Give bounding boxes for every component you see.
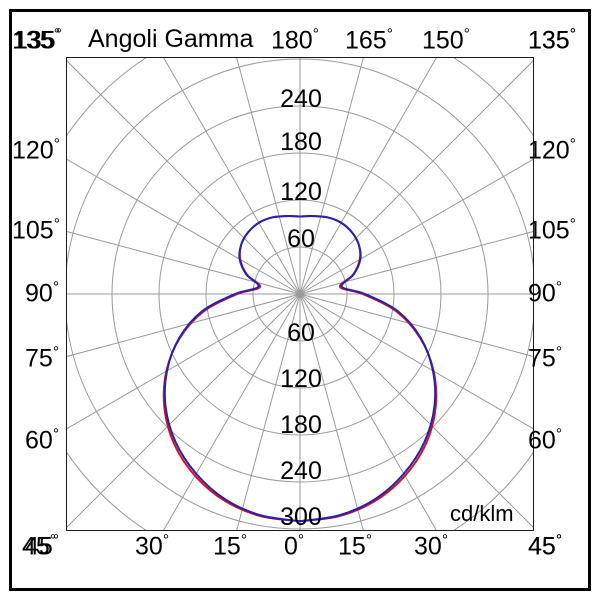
grid-spoke-195 <box>236 58 301 295</box>
axis-tick-left-5: 60° <box>25 426 60 455</box>
radial-tick-label-3: 60 <box>287 225 315 253</box>
axis-tick-left-2: 105° <box>12 216 60 245</box>
axis-tick-right-0: 135° <box>528 26 576 55</box>
axis-tick-top-2: 165° <box>345 26 393 55</box>
outer-border <box>9 9 591 591</box>
grid-spoke-75 <box>299 293 533 357</box>
axis-tick-bottom-0: 45° <box>22 532 57 561</box>
grid-spoke-210 <box>163 58 301 295</box>
grid-spoke-30 <box>299 293 437 530</box>
axis-tick-left-3: 90° <box>25 279 60 308</box>
axis-tick-top-3: 150° <box>422 26 470 55</box>
axis-tick-left-6: 45° <box>25 532 60 561</box>
intensity-curves <box>162 215 438 523</box>
axis-tick-left-4: 75° <box>25 344 60 373</box>
axis-tick-left-1: 120° <box>12 136 60 165</box>
radial-tick-label-1: 180 <box>280 128 322 156</box>
axis-tick-top-4: 135° <box>528 26 576 55</box>
axis-tick-bottom-5: 30° <box>414 532 449 561</box>
polar-grid-and-curves <box>67 58 533 530</box>
grid-spoke-105 <box>299 231 533 295</box>
radial-tick-label-6: 180 <box>280 411 322 439</box>
axis-tick-right-1: 120° <box>528 136 576 165</box>
axis-tick-right-3: 90° <box>528 279 563 308</box>
axis-tick-right-6: 45° <box>528 532 563 561</box>
grid-spoke-300 <box>67 293 301 430</box>
grid-spoke-60 <box>299 293 533 430</box>
radial-tick-label-2: 120 <box>280 178 322 206</box>
axis-tick-bottom-3: 0° <box>284 532 305 561</box>
curve-C90-C270-left <box>163 215 301 523</box>
axis-tick-bottom-1: 30° <box>135 532 170 561</box>
radial-tick-label-5: 120 <box>280 365 322 393</box>
radial-tick-label-4: 60 <box>287 319 315 347</box>
plot-area <box>66 57 534 531</box>
axis-tick-bottom-4: 15° <box>338 532 373 561</box>
grid-spoke-330 <box>163 293 301 530</box>
grid-spoke-315 <box>67 293 301 528</box>
polar-gridlines <box>67 58 533 530</box>
grid-spoke-345 <box>236 293 301 530</box>
grid-spoke-255 <box>67 231 301 295</box>
axis-tick-right-5: 60° <box>528 426 563 455</box>
grid-spoke-150 <box>299 58 437 295</box>
grid-spoke-45 <box>299 293 533 528</box>
radial-tick-label-0: 240 <box>280 85 322 113</box>
axis-tick-left-0: 135° <box>12 26 60 55</box>
axis-tick-bottom-6: 45° <box>528 532 563 561</box>
unit-label: cd/klm <box>450 501 514 526</box>
axis-tick-right-2: 105° <box>528 216 576 245</box>
grid-spoke-120 <box>299 158 533 295</box>
grid-spoke-225 <box>67 60 301 295</box>
grid-spoke-240 <box>67 158 301 295</box>
radial-tick-label-7: 240 <box>280 457 322 485</box>
axis-tick-right-4: 75° <box>528 344 563 373</box>
curve-C90-C270-right <box>299 215 437 523</box>
grid-spoke-15 <box>299 293 364 530</box>
axis-tick-top-1: 180° <box>271 26 319 55</box>
axis-tick-bottom-2: 15° <box>213 532 248 561</box>
axis-tick-top-0: 135° <box>14 26 62 55</box>
grid-spoke-135 <box>299 60 533 295</box>
radial-tick-label-8: 300 <box>280 503 322 531</box>
grid-spoke-165 <box>299 58 364 295</box>
grid-spoke-285 <box>67 293 301 357</box>
chart-title: Angoli Gamma <box>88 25 254 53</box>
